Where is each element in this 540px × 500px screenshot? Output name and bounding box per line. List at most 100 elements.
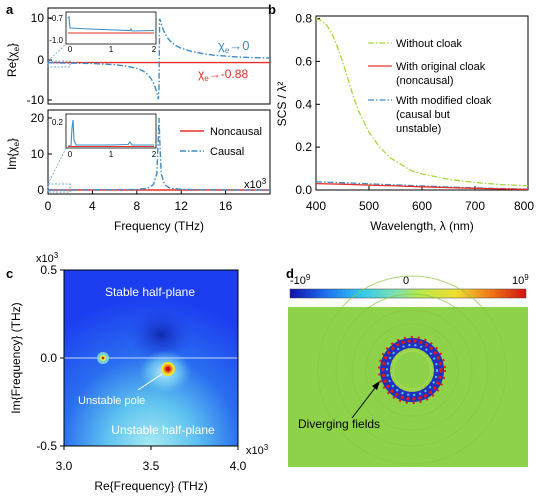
xtick-label: 12 — [175, 199, 189, 213]
panel-b-legend: Without cloak With original cloak (noncau… — [368, 38, 492, 135]
panel-a-bottom-ylabel: Im{χe} — [5, 138, 21, 170]
inset-xtick-label: 1 — [109, 45, 114, 54]
inset-zoom-box — [47, 60, 71, 68]
ytick-label: 10 — [31, 147, 45, 161]
xtick-label: 400 — [306, 199, 326, 213]
inset-xtick-label: 2 — [152, 45, 157, 54]
ytick-label: -0.5 — [36, 439, 57, 453]
ytick-label: 0.8 — [295, 12, 312, 26]
panel-c-unstable-pole — [161, 362, 175, 376]
inset-ytick-label: -1.0 — [49, 36, 63, 45]
xtick-label: 700 — [465, 199, 485, 213]
panel-b-xticks: 400 500 600 700 800 — [306, 186, 534, 213]
xtick-label: 16 — [219, 199, 233, 213]
ytick-label: 0.6 — [295, 54, 312, 68]
panel-c-small-peak — [97, 352, 109, 364]
colorbar-mid-label: 0 — [403, 275, 409, 287]
panel-a-top-yticks: 10 0 -10 — [27, 11, 52, 107]
inset-ytick-label: 0.2 — [52, 118, 64, 127]
series-causal-line — [48, 117, 270, 191]
diverging-field-ring — [378, 336, 446, 404]
ytick-label: 0.4 — [295, 97, 312, 111]
panel-a-bottom-inset: 0.2 0 1 2 — [47, 113, 157, 193]
diverging-fields-pointer — [351, 383, 379, 419]
label-stable-half-plane: Stable half-plane — [105, 285, 195, 299]
label-unstable-half-plane: Unstable half-plane — [111, 423, 215, 437]
panel-a-bottom-xticks: 0 4 8 12 16 — [45, 190, 233, 213]
panel-c-xlabel: Re{Frequency} (THz) — [94, 479, 207, 493]
colorbar-min-label: -109 — [290, 273, 311, 287]
ytick-label: 0.0 — [40, 351, 57, 365]
ytick-label: 20 — [31, 111, 45, 125]
ytick-label: -10 — [27, 93, 45, 107]
ytick-label: 0 — [37, 53, 44, 67]
panel-b-ylabel: SCS / λ² — [275, 82, 289, 127]
ytick-label: 0 — [37, 183, 44, 197]
xtick-label: 3.0 — [56, 459, 73, 473]
ytick-label: 0.0 — [295, 183, 312, 197]
panel-a-bottom-frame — [47, 109, 271, 195]
panel-label-c: c — [6, 266, 13, 281]
legend-label-modified-cloak: With modified cloak (causal but unstable) — [396, 95, 492, 135]
panel-a-top-ylabel: Re{χe} — [5, 43, 21, 77]
annotation-chi-noncausal: χe→-0.88 — [198, 67, 248, 83]
inset-xtick-label: 2 — [152, 150, 157, 159]
label-unstable-pole: Unstable pole — [78, 395, 145, 407]
colorbar — [289, 288, 527, 299]
xtick-label: 600 — [412, 199, 432, 213]
panel-a-xlabel: Frequency (THz) — [114, 219, 204, 233]
xtick-label: 8 — [133, 199, 140, 213]
xtick-label: 0 — [45, 199, 52, 213]
pole-pointer-line — [137, 373, 163, 391]
inset-causal-line — [68, 119, 154, 147]
ytick-label: 0.5 — [40, 263, 57, 277]
panel-c-ylabel: Im{Frequency} (THz) — [9, 302, 23, 413]
panel-c-x-multiplier: x103 — [246, 443, 269, 457]
panel-c: Stable half-plane Unstable pole Unstable… — [9, 251, 269, 493]
panel-label-a: a — [6, 2, 14, 17]
x-multiplier: x103 — [244, 177, 267, 191]
legend-label-noncausal: Noncausal — [210, 126, 262, 138]
series-original-cloak-line — [316, 182, 528, 190]
series-without-cloak-line — [316, 17, 528, 187]
panel-c-yticks: 0.5 0.0 -0.5 — [36, 263, 64, 453]
inset-zoom-box — [47, 183, 71, 193]
inset-ytick-label: -0.7 — [49, 14, 63, 23]
panel-a-bottom: 20 10 0 0 4 8 12 16 x103 Frequency (THz)… — [5, 109, 271, 233]
inset-xtick-label: 1 — [109, 150, 114, 159]
panel-c-xticks: 3.0 3.5 4.0 — [56, 446, 247, 473]
pointer-arrowhead — [372, 381, 380, 390]
inset-xtick-label: 0 — [68, 150, 73, 159]
annotation-chi-zero: χe→0 — [218, 38, 250, 55]
panel-a-top: 10 0 -10 Re{χe} -0.7 -1.0 0 1 2 χe→0 χe→… — [5, 7, 271, 107]
panel-d: -109 0 109 Diverging fields — [288, 273, 529, 467]
ytick-label: 0.2 — [295, 140, 312, 154]
legend-label-causal: Causal — [210, 146, 244, 158]
legend-label-original-cloak: With original cloak (noncausal) — [396, 61, 486, 87]
panel-a-legend: Noncausal Causal — [180, 126, 262, 158]
panel-a-top-inset: -0.7 -1.0 0 1 2 — [47, 11, 157, 68]
xtick-label: 800 — [514, 199, 534, 213]
xtick-label: 4.0 — [230, 459, 247, 473]
xtick-label: 3.5 — [143, 459, 160, 473]
inset-xtick-label: 0 — [68, 45, 73, 54]
field-map-ripples — [317, 275, 507, 465]
series-causal-line — [48, 18, 270, 100]
ytick-label: 10 — [31, 11, 45, 25]
legend-label-without-cloak: Without cloak — [396, 38, 463, 50]
xtick-label: 500 — [359, 199, 379, 213]
panel-c-y-multiplier: x103 — [36, 251, 59, 265]
xtick-label: 4 — [89, 199, 96, 213]
panel-b: 0.8 0.6 0.4 0.2 0.0 400 500 600 700 800 … — [275, 12, 534, 234]
panel-a-top-frame — [47, 7, 271, 105]
colorbar-max-label: 109 — [512, 273, 529, 287]
panel-label-d: d — [286, 266, 294, 281]
panel-b-xlabel: Wavelength, λ (nm) — [370, 219, 474, 233]
panel-b-yticks: 0.8 0.6 0.4 0.2 0.0 — [295, 12, 320, 197]
label-diverging-fields: Diverging fields — [298, 417, 380, 431]
panel-a-bottom-yticks: 20 10 0 — [31, 111, 52, 197]
inset-causal-line — [67, 15, 155, 32]
panel-label-b: b — [268, 2, 276, 17]
panel-c-dip — [129, 307, 193, 363]
